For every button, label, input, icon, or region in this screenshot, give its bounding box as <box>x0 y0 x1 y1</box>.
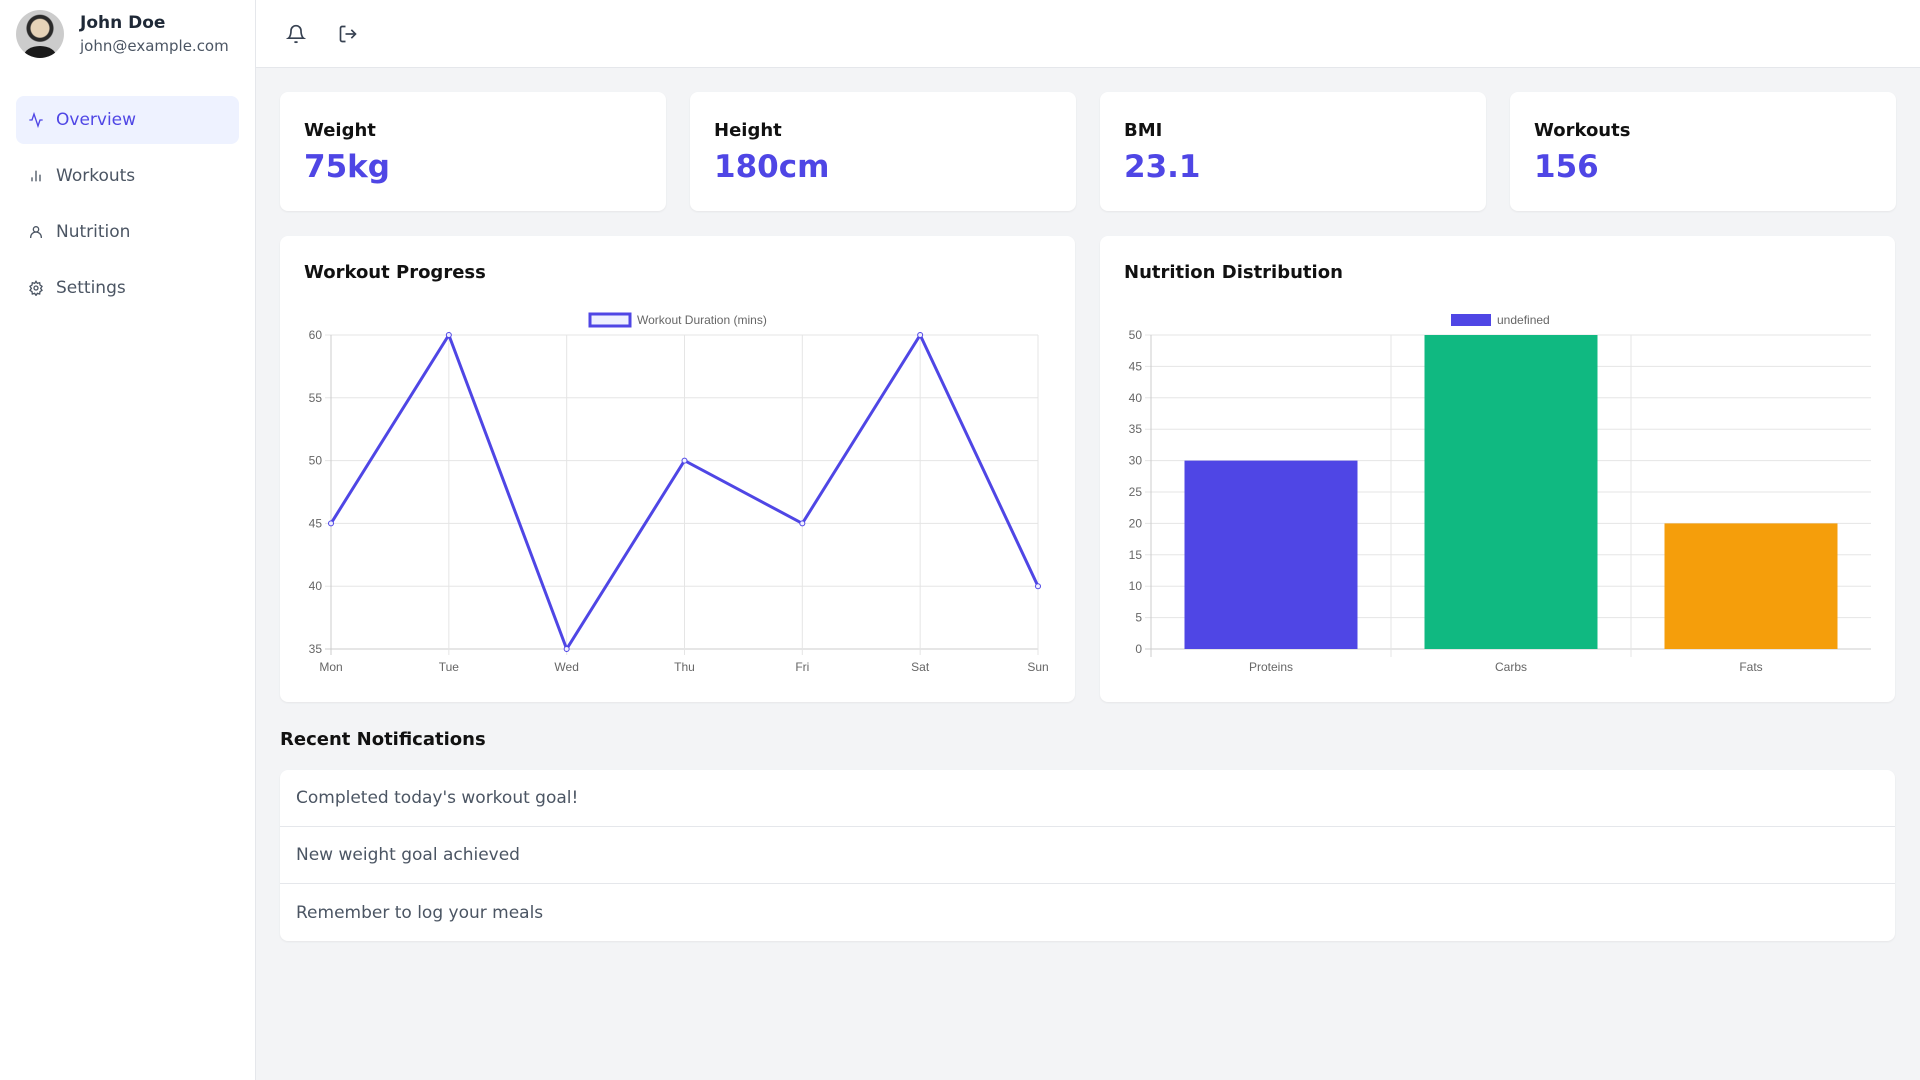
sidebar-item-settings[interactable]: Settings <box>16 264 239 312</box>
activity-icon <box>29 112 43 128</box>
bar-chart-icon <box>31 170 41 182</box>
avatar <box>16 10 64 58</box>
y-tick-label: 40 <box>1129 391 1143 405</box>
y-tick-label: 55 <box>309 391 323 405</box>
user-email: john@example.com <box>80 37 229 55</box>
logout-button[interactable] <box>332 18 364 50</box>
sidebar-item-overview[interactable]: Overview <box>16 96 239 144</box>
workout-progress-chart: 35 40 45 50 55 60 Mon Tue Wed Thu Fri Sat Sun Workout… <box>309 312 1049 674</box>
x-tick-label: Tue <box>439 660 460 674</box>
y-tick-label: 35 <box>1129 422 1143 436</box>
legend-swatch <box>588 312 632 328</box>
y-tick-label: 20 <box>1129 516 1143 530</box>
nutrition-distribution-card: 0 5 10 15 20 25 30 35 40 45 50 Proteins Carbs Fats und… <box>1100 236 1895 702</box>
notification-item: Remember to log your meals <box>296 902 544 923</box>
y-tick-label: 35 <box>309 642 323 656</box>
y-tick-label: 60 <box>309 328 323 342</box>
legend-label: undefined <box>1497 313 1550 327</box>
bell-icon <box>286 24 306 43</box>
y-tick-label: 5 <box>1135 611 1142 625</box>
y-tick-label: 45 <box>309 516 323 530</box>
stat-label: Height <box>714 120 782 141</box>
data-point <box>799 520 806 527</box>
logout-icon <box>339 25 357 42</box>
y-tick-label: 50 <box>1129 328 1143 342</box>
bar-carbs <box>1424 335 1598 649</box>
x-tick-label: Thu <box>674 660 695 674</box>
stat-card-bmi: BMI 23.1 <box>1100 92 1486 211</box>
x-tick-label: Fri <box>795 660 809 674</box>
x-tick-label: Wed <box>554 660 578 674</box>
x-tick-label: Carbs <box>1495 660 1527 674</box>
top-header <box>256 0 1920 68</box>
gear-icon <box>29 280 43 296</box>
legend-swatch <box>1451 314 1491 326</box>
y-tick-label: 50 <box>309 454 323 468</box>
sidebar-nav: Overview Workouts Nutrition Settings <box>0 96 255 312</box>
stat-value: 23.1 <box>1124 149 1201 185</box>
stat-value: 180cm <box>714 149 830 185</box>
x-tick-label: Sun <box>1027 660 1048 674</box>
stat-value: 75kg <box>304 149 390 185</box>
notification-item: New weight goal achieved <box>280 827 1895 884</box>
stat-label: Weight <box>304 120 376 141</box>
y-tick-label: 10 <box>1129 579 1143 593</box>
user-icon <box>30 226 42 238</box>
stat-card-workouts: Workouts 156 <box>1510 92 1896 211</box>
notifications-button[interactable] <box>280 18 312 50</box>
data-point <box>563 646 570 652</box>
workout-progress-card: 35 40 45 50 55 60 Mon Tue Wed Thu Fri Sat Sun Workout… <box>280 236 1075 702</box>
notification-item: Completed today's workout goal! <box>280 770 1895 827</box>
y-tick-label: 40 <box>309 579 323 593</box>
data-point <box>1035 583 1041 590</box>
chart-title: Workout Progress <box>304 262 486 283</box>
notifications-list: Completed today's workout goal! New weig… <box>280 770 1895 941</box>
user-profile: John Doe john@example.com <box>0 0 255 68</box>
stat-value: 156 <box>1534 149 1599 185</box>
bar-fats <box>1664 523 1838 649</box>
sidebar: John Doe john@example.com Overview Worko… <box>0 0 256 1080</box>
x-tick-label: Proteins <box>1249 660 1293 674</box>
sidebar-item-nutrition[interactable]: Nutrition <box>16 208 239 256</box>
data-point <box>445 332 452 338</box>
sidebar-item-label: Workouts <box>56 166 136 186</box>
x-tick-label: Fats <box>1739 660 1762 674</box>
y-tick-label: 25 <box>1129 485 1143 499</box>
nutrition-distribution-chart: 0 5 10 15 20 25 30 35 40 45 50 Proteins Carbs Fats und… <box>1129 313 1871 674</box>
y-tick-label: 0 <box>1135 642 1142 656</box>
y-tick-label: 30 <box>1129 454 1143 468</box>
sidebar-item-label: Nutrition <box>56 222 131 242</box>
sidebar-item-label: Settings <box>56 278 126 298</box>
user-name: John Doe <box>80 13 166 33</box>
sidebar-item-workouts[interactable]: Workouts <box>16 152 239 200</box>
stat-card-height: Height 180cm <box>690 92 1076 211</box>
data-point <box>328 520 334 527</box>
stat-card-weight: Weight 75kg <box>280 92 666 211</box>
data-point <box>681 457 688 464</box>
bar-proteins <box>1184 460 1358 649</box>
y-tick-label: 45 <box>1129 359 1143 373</box>
x-tick-label: Mon <box>319 660 342 674</box>
stat-label: BMI <box>1124 120 1163 141</box>
sidebar-item-label: Overview <box>56 110 137 130</box>
notifications-heading: Recent Notifications <box>280 729 486 750</box>
chart-title: Nutrition Distribution <box>1124 262 1343 283</box>
x-tick-label: Sat <box>911 660 930 674</box>
y-tick-label: 15 <box>1129 548 1143 562</box>
data-point <box>917 332 924 338</box>
stat-label: Workouts <box>1534 120 1631 141</box>
legend-label: Workout Duration (mins) <box>637 313 767 327</box>
